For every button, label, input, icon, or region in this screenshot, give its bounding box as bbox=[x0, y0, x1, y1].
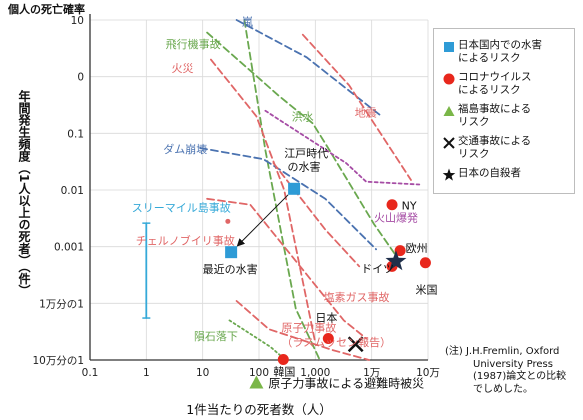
y-axis-title: 年間発生頻度（1人以上の死者）（件） bbox=[17, 89, 31, 297]
x-tick-label: 100 bbox=[249, 367, 269, 379]
source-note-line: University Press bbox=[473, 358, 553, 370]
chart-annotation: の水害 bbox=[287, 160, 320, 174]
x-tick-label: 0.1 bbox=[82, 367, 99, 379]
series-line bbox=[210, 58, 317, 344]
x-axis-title: 1件当たりの死者数（人） bbox=[186, 402, 331, 417]
series-line bbox=[235, 300, 370, 361]
chart-annotation: 隕石落下 bbox=[194, 330, 238, 343]
chart-annotation: NY bbox=[402, 200, 417, 213]
covid-marker bbox=[394, 245, 406, 257]
chart-annotation: 火災 bbox=[172, 62, 194, 75]
legend-item-fukushima: 福島事故による リスク bbox=[442, 103, 570, 128]
source-note: (注) J.H.Fremlin, Oxford University Press… bbox=[445, 346, 581, 396]
source-note-line: (1987)論文との比較 bbox=[473, 371, 567, 382]
covid-marker bbox=[277, 354, 289, 366]
traffic-cross-marker bbox=[347, 336, 364, 353]
chart-annotation: 江戸時代 bbox=[284, 147, 328, 160]
chart-annotation: 米国 bbox=[416, 283, 438, 296]
series-line bbox=[206, 31, 400, 261]
legend-label-fukushima: 福島事故による リスク bbox=[458, 103, 532, 128]
series-line bbox=[243, 19, 321, 361]
chart-annotation: チェルノブイリ事故 bbox=[136, 233, 235, 247]
legend-item-traffic: 交通事故による リスク bbox=[442, 135, 570, 160]
source-note-line: でしめした。 bbox=[473, 383, 533, 395]
x-tick-label: 1 bbox=[143, 367, 150, 379]
flood-marker bbox=[288, 182, 301, 195]
chart-annotation: ドイツ bbox=[361, 263, 394, 276]
chart-annotation: ダム崩壊 bbox=[163, 142, 207, 156]
series-line bbox=[301, 33, 412, 181]
y-tick-label: 0 bbox=[77, 72, 84, 84]
legend-triangle-marker bbox=[443, 106, 455, 116]
series-line bbox=[228, 319, 286, 360]
chart-annotation: 韓国 bbox=[273, 366, 295, 379]
chart-annotation: 欧州 bbox=[406, 242, 428, 255]
chart-annotation: 地震 bbox=[355, 106, 377, 119]
source-note-line: (注) J.H.Fremlin, Oxford bbox=[445, 346, 560, 357]
chart-annotation: 洪水 bbox=[292, 109, 314, 123]
legend-square-marker bbox=[444, 42, 454, 52]
x-tick-label: 1,000 bbox=[300, 367, 330, 379]
series-line bbox=[199, 147, 377, 251]
x-tick-label: 10万 bbox=[416, 367, 440, 379]
x-tick-label: 1万 bbox=[363, 367, 380, 379]
legend-star-marker bbox=[442, 168, 456, 181]
y-axis-title-top: 個人の死亡確率 bbox=[7, 2, 85, 16]
legend-label-suicide: 日本の自殺者 bbox=[458, 167, 521, 179]
chart-annotation: 火山爆発 bbox=[374, 210, 418, 224]
legend-item-suicide: 日本の自殺者 bbox=[442, 167, 570, 182]
chart-annotation: 最近の水害 bbox=[203, 262, 258, 276]
suicide-star-marker bbox=[385, 250, 407, 271]
legend-label-covid: コロナウイルス によるリスク bbox=[458, 71, 532, 96]
series-line bbox=[264, 109, 421, 186]
chart-annotation: スリーマイル島事故 bbox=[132, 200, 231, 214]
chart-annotation: 塩素ガス事故 bbox=[324, 290, 390, 304]
legend-item-covid: コロナウイルス によるリスク bbox=[442, 71, 570, 96]
chart-annotation: 原子力事故 bbox=[281, 320, 336, 334]
chart-annotation: 嵐 bbox=[242, 15, 253, 28]
fukushima-label: 原子力事故による避難時被災 bbox=[268, 376, 424, 391]
covid-marker bbox=[419, 257, 431, 269]
covid-marker bbox=[322, 332, 334, 344]
flood-marker bbox=[225, 246, 238, 259]
chart-annotation: 日本 bbox=[315, 310, 337, 324]
legend-box: 日本国内での水害 によるリスク コロナウイルス によるリスク 福島事故による リ… bbox=[433, 28, 575, 194]
chernobyl-dot bbox=[225, 218, 231, 224]
legend-circle-marker bbox=[443, 73, 455, 85]
y-tick-label: 1万分の1 bbox=[39, 298, 84, 310]
x-tick-label: 10 bbox=[196, 367, 209, 379]
legend-label-flood: 日本国内での水害 によるリスク bbox=[458, 39, 542, 64]
series-line bbox=[206, 197, 368, 340]
chart-annotation: 飛行機事故 bbox=[166, 37, 221, 51]
y-tick-label: 10 bbox=[71, 15, 84, 27]
legend-cross-marker bbox=[443, 137, 455, 149]
chart-annotation: （ラスムッセン報告） bbox=[281, 336, 391, 349]
y-tick-label: 0.01 bbox=[61, 185, 84, 197]
y-tick-label: 0.001 bbox=[54, 242, 84, 254]
flood-change-arrow bbox=[236, 194, 289, 247]
fukushima-triangle-marker bbox=[249, 375, 264, 389]
legend-item-flood: 日本国内での水害 によるリスク bbox=[442, 39, 570, 64]
y-tick-label: 0.1 bbox=[67, 128, 84, 140]
y-tick-label: 10万分の1 bbox=[32, 355, 84, 367]
covid-marker bbox=[386, 199, 398, 211]
legend-label-traffic: 交通事故による リスク bbox=[458, 135, 532, 160]
